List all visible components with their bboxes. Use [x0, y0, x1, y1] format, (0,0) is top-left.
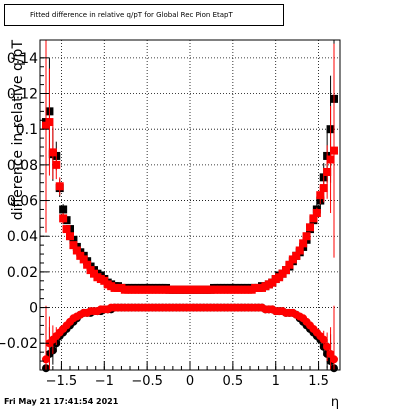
data-point [59, 214, 68, 223]
x-tick-label: −1.5 [46, 374, 78, 389]
y-tick-label: 0.14 [7, 51, 38, 67]
data-point [312, 209, 321, 218]
data-point [319, 335, 328, 344]
data-points [42, 40, 338, 373]
data-point [55, 182, 64, 191]
data-point [330, 146, 338, 155]
x-axis-label: η [331, 395, 339, 410]
data-point [42, 355, 50, 364]
y-tick-label: 0.1 [16, 122, 38, 138]
y-tick-label: 0.12 [7, 87, 38, 103]
data-point [285, 260, 294, 269]
data-point [66, 232, 74, 241]
data-point [309, 214, 318, 223]
data-point [316, 191, 325, 200]
y-tick-label: 0.02 [7, 265, 38, 281]
data-point [319, 184, 328, 193]
data-point [299, 239, 308, 248]
timestamp: Fri May 21 17:41:54 2021 [4, 397, 119, 406]
data-point [326, 155, 335, 164]
chart-title-box: Fitted difference in relative q/pT for G… [4, 4, 284, 26]
data-point [52, 160, 61, 169]
data-point [48, 148, 57, 157]
y-axis-label: difference in relative q/pT [10, 40, 26, 221]
y-tick-label: 0 [29, 301, 38, 317]
data-point [292, 251, 301, 260]
x-tick-label: 0.5 [223, 374, 244, 389]
y-tick-label: 0.06 [7, 194, 38, 210]
data-point [45, 118, 54, 127]
data-point [62, 225, 71, 234]
x-tick-label: −0.5 [131, 374, 163, 389]
series-3 [42, 303, 338, 370]
data-point [79, 255, 88, 264]
data-point [323, 342, 332, 351]
data-point [72, 246, 81, 255]
grid-lines [40, 40, 340, 370]
y-tick-label: 0.08 [7, 158, 38, 174]
data-point [302, 232, 311, 241]
y-tick-label: −0.02 [0, 336, 38, 352]
data-point [306, 223, 314, 232]
data-point [323, 168, 332, 176]
data-point [330, 355, 338, 364]
data-point [59, 205, 68, 214]
data-point [69, 241, 78, 250]
x-tick-label: 1 [272, 374, 280, 389]
x-tick-label: 0 [186, 374, 194, 389]
x-tick-label: 1.5 [308, 374, 329, 389]
series-1 [42, 40, 338, 294]
data-point [295, 246, 304, 255]
y-tick-label: 0.04 [7, 229, 38, 245]
data-point [282, 266, 290, 275]
data-point [83, 260, 92, 269]
axis-ticks: −1.5 −1 −0.5 0 0.5 1 1.5 −0.02 0 0.02 0.04 0.06 0.08… [0, 51, 337, 389]
x-tick-label: −1 [95, 374, 114, 389]
chart-title: Fitted difference in relative q/pT for G… [30, 11, 233, 19]
